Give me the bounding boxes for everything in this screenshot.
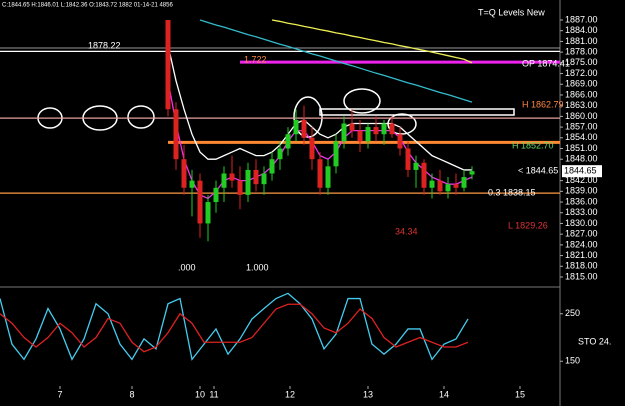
x-tick-label: 14	[439, 389, 449, 399]
candle-body	[261, 173, 267, 185]
y-tick-label: 150	[565, 356, 580, 366]
candle-body	[389, 123, 395, 135]
candle-body	[349, 123, 355, 131]
indicator-line	[0, 292, 469, 361]
annotation: 1.722	[244, 54, 267, 64]
candle-body	[469, 171, 475, 175]
highlight-ellipses	[37, 88, 515, 138]
last-price-box	[562, 165, 602, 178]
y-tick-label: 1878.00	[565, 47, 598, 57]
candle-body	[357, 130, 363, 142]
candle-body	[413, 162, 419, 170]
candle-body	[341, 123, 347, 142]
candle-body	[397, 134, 403, 149]
header: C:1844.65 H:1846.01 L:1842.36 O:1843.72 …	[2, 3, 173, 9]
annotation: H 1852.70	[512, 140, 554, 150]
y-tick-label: 1875.00	[565, 57, 598, 67]
candle-body	[189, 180, 195, 188]
y-tick-label: 1881.00	[565, 36, 598, 46]
candle-body	[165, 20, 171, 110]
candle-body	[277, 148, 283, 160]
x-tick-label: 10	[195, 389, 205, 399]
y-tick-label: 1836.00	[565, 196, 598, 206]
candle-body	[437, 180, 443, 192]
candle-body	[365, 127, 371, 142]
y-tick-label: 1854.00	[565, 132, 598, 142]
candle-body	[253, 169, 259, 185]
candle-body	[205, 202, 211, 224]
y-tick-label: 1848.00	[565, 154, 598, 164]
panel-label: STO 24.	[578, 336, 611, 346]
candle-body	[373, 127, 379, 135]
y-tick-label: 1824.00	[565, 239, 598, 249]
candle-body	[245, 169, 251, 195]
candle-body	[269, 159, 275, 174]
level-label: 1878.22	[88, 41, 121, 51]
candle-body	[197, 180, 203, 224]
candle-body	[181, 159, 187, 188]
indicator-line	[0, 303, 469, 353]
y-tick-label: 1863.00	[565, 100, 598, 110]
candle-body	[221, 173, 227, 188]
x-tick-label: 11	[209, 389, 218, 399]
y-tick-label: 1887.00	[565, 14, 598, 24]
y-tick-label: 1866.00	[565, 89, 598, 99]
candle-body	[381, 123, 387, 135]
y-tick-label: 1827.00	[565, 229, 598, 239]
indicator-line	[167, 44, 472, 171]
annotation: H 1862.79	[522, 99, 564, 109]
candle-body	[453, 184, 459, 188]
y-tick-label: 1815.00	[565, 271, 598, 281]
y-tick-label: 1821.00	[565, 250, 598, 260]
y-tick-label: 1830.00	[565, 218, 598, 228]
y-tick-label: 1857.00	[565, 121, 598, 131]
y-tick-label: 1872.00	[565, 68, 598, 78]
candle-body	[173, 109, 179, 160]
y-tick-label: 1842.00	[565, 175, 598, 185]
y-tick-label: 1869.00	[565, 79, 598, 89]
annotation: 1.000	[246, 262, 269, 272]
candle-body	[421, 162, 427, 188]
candle-body	[429, 180, 435, 188]
candle-body	[309, 137, 315, 160]
y-tick-label: 1839.00	[565, 186, 598, 196]
annotation: 0.3 1838.15	[488, 187, 536, 197]
chart-title: T=Q Levels New	[478, 7, 545, 17]
candle-body	[325, 166, 331, 188]
x-tick-label: 15	[515, 389, 525, 399]
candle-body	[285, 134, 291, 149]
annotation: .000	[178, 262, 196, 272]
candle-body	[405, 148, 411, 170]
candle-body	[445, 184, 451, 192]
candle-body	[317, 159, 323, 188]
y-tick-label: 1860.00	[565, 111, 598, 121]
y-tick-label: 1884.00	[565, 25, 598, 35]
candle-body	[301, 119, 307, 138]
candle-body	[333, 141, 339, 167]
candle-body	[213, 187, 219, 203]
x-tick-label: 13	[363, 389, 373, 399]
candle-body	[293, 119, 299, 135]
y-tick-label: 250	[565, 308, 580, 318]
y-tick-label: 1818.00	[565, 261, 598, 271]
candle-body	[229, 173, 235, 181]
last-price: 1844.65	[564, 166, 597, 176]
annotation: OP 1874.41	[522, 58, 570, 68]
annotation: 34.34	[395, 226, 418, 236]
x-tick-label: 7	[57, 389, 62, 399]
annotation: L 1829.26	[508, 220, 548, 230]
annotation: < 1844.65	[518, 165, 558, 175]
y-tick-label: 1833.00	[565, 207, 598, 217]
indicator-line	[271, 19, 473, 64]
y-tick-label: 1851.00	[565, 143, 598, 153]
candle-body	[237, 180, 243, 195]
candle-body	[461, 177, 467, 188]
indicator-line	[199, 19, 473, 103]
x-tick-label: 8	[129, 389, 134, 399]
x-tick-label: 12	[285, 389, 295, 399]
